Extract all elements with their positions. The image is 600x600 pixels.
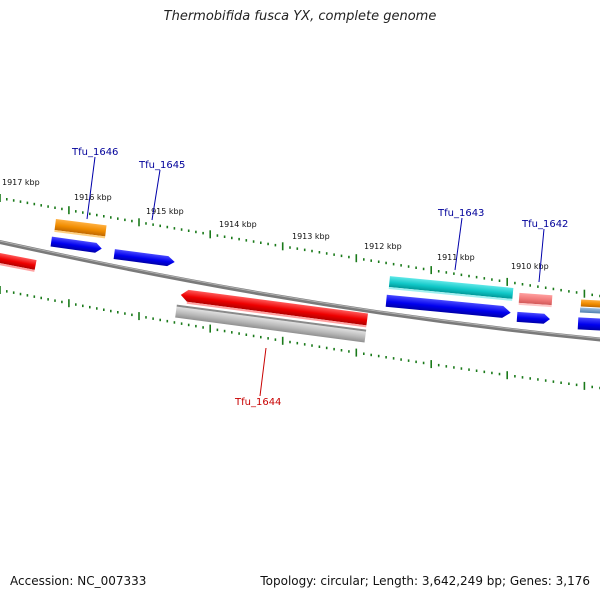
gene-labels: Tfu_1646 Tfu_1645 Tfu_1643 Tfu_1642 Tfu_…: [71, 147, 568, 408]
leader-line-tfu-1646: [86, 156, 96, 220]
gene-leader-lines: [86, 156, 545, 397]
gene-arrow-tfu-1644[interactable]: [180, 289, 368, 328]
lower-tick-row: [0, 286, 600, 390]
kbp-label: 1911 kbp: [437, 253, 475, 262]
upper-tick-row: [0, 194, 600, 298]
kbp-label: 1916 kbp: [74, 193, 112, 202]
leader-line-tfu-1643: [454, 217, 463, 271]
gene-label-tfu-1645[interactable]: Tfu_1645: [138, 160, 185, 171]
gene-feature-steel-edge[interactable]: [579, 307, 600, 314]
genome-backbone: [0, 240, 600, 342]
leader-line-tfu-1644: [259, 347, 267, 397]
gene-label-tfu-1644[interactable]: Tfu_1644: [234, 397, 281, 408]
gene-arrow-tfu-1642[interactable]: [516, 311, 551, 324]
gene-label-tfu-1642[interactable]: Tfu_1642: [521, 219, 568, 230]
leader-line-tfu-1642: [538, 228, 545, 283]
gene-label-tfu-1646[interactable]: Tfu_1646: [71, 147, 118, 158]
gene-arrow-tfu-1643[interactable]: [385, 294, 512, 319]
gene-arrow-reverse-left[interactable]: [0, 251, 37, 272]
gene-arrow-edge[interactable]: [577, 317, 600, 331]
gene-feature-gray-1644[interactable]: [175, 304, 367, 343]
gene-feature-cyan-1643[interactable]: [388, 276, 514, 301]
gene-feature-orange-edge[interactable]: [580, 299, 600, 308]
gene-feature-pink-1642[interactable]: [518, 292, 553, 308]
kbp-label: 1915 kbp: [146, 207, 184, 216]
kbp-label: 1910 kbp: [511, 262, 549, 271]
kbp-label: 1913 kbp: [292, 232, 330, 241]
genome-backbone-highlight: [0, 240, 600, 339]
kbp-label: 1912 kbp: [364, 242, 402, 251]
gene-arrow-tfu-1645[interactable]: [113, 249, 176, 267]
accession-text: Accession: NC_007333: [10, 574, 147, 588]
gene-label-tfu-1643[interactable]: Tfu_1643: [437, 208, 484, 219]
kbp-label: 1914 kbp: [219, 220, 257, 229]
map-title: Thermobifida fusca YX, complete genome: [163, 9, 437, 24]
leader-line-tfu-1645: [151, 169, 161, 221]
kbp-scale-labels: 1917 kbp 1916 kbp 1915 kbp 1914 kbp 1913…: [2, 178, 549, 271]
gene-feature-orange-1646[interactable]: [54, 219, 107, 239]
kbp-label: 1917 kbp: [2, 178, 40, 187]
topology-text: Topology: circular; Length: 3,642,249 bp…: [260, 574, 590, 588]
gene-arrow-tfu-1646[interactable]: [50, 236, 103, 254]
